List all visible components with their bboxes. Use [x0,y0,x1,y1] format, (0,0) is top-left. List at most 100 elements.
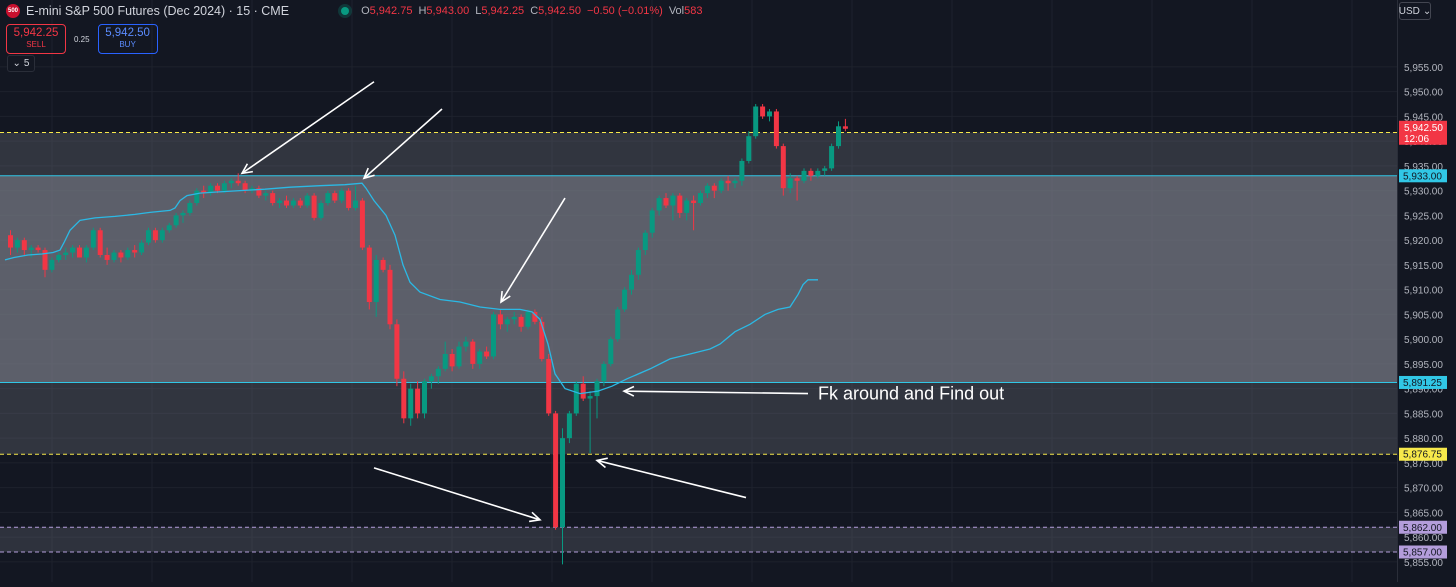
candle[interactable] [642,230,648,255]
candle[interactable] [111,250,117,263]
candle[interactable] [90,227,96,251]
candle[interactable] [394,319,400,387]
candle[interactable] [463,336,469,352]
candle[interactable] [511,311,517,325]
candle[interactable] [670,193,676,221]
buy-button[interactable]: 5,942.50 BUY [97,24,158,54]
candle[interactable] [601,361,607,387]
candle[interactable] [270,190,276,206]
candle[interactable] [146,227,151,246]
candle[interactable] [70,245,76,258]
candle[interactable] [139,240,145,255]
candle[interactable] [35,245,41,253]
candle[interactable] [456,341,462,369]
candle[interactable] [442,341,448,372]
candle[interactable] [767,108,772,122]
candle[interactable] [484,346,490,359]
candle[interactable] [663,193,669,208]
candle[interactable] [428,373,434,389]
candle[interactable] [97,227,103,258]
candle[interactable] [760,104,766,119]
candle[interactable] [242,180,248,194]
candle[interactable] [166,222,172,233]
candle[interactable] [104,247,110,265]
candle[interactable] [201,185,207,199]
candle[interactable] [573,381,579,416]
candle[interactable] [311,193,317,221]
candle[interactable] [208,183,214,196]
candle[interactable] [228,178,234,189]
candle[interactable] [49,257,55,273]
candle[interactable] [56,252,62,263]
candle[interactable] [187,200,193,216]
candle[interactable] [691,195,697,231]
candle[interactable] [353,185,358,211]
candle[interactable] [711,183,717,199]
candle[interactable] [518,314,524,332]
candle[interactable] [77,245,82,258]
candle[interactable] [773,108,779,149]
candle[interactable] [780,143,786,196]
annotation-arrow[interactable] [500,197,566,304]
candle[interactable] [615,306,621,342]
candle[interactable] [284,195,289,208]
candle[interactable] [152,227,158,243]
candle[interactable] [594,378,600,419]
candle[interactable] [325,190,331,206]
candle[interactable] [132,245,138,258]
candle[interactable] [491,311,496,359]
candle[interactable] [8,230,13,255]
candle[interactable] [415,381,421,419]
candle[interactable] [497,309,503,330]
candle[interactable] [256,185,262,199]
candle[interactable] [366,245,372,310]
candle[interactable] [42,247,48,278]
candle[interactable] [304,193,310,208]
candle[interactable] [677,193,683,218]
candle[interactable] [332,190,338,204]
candle[interactable] [180,210,186,223]
candle[interactable] [63,247,69,260]
candle[interactable] [718,178,724,194]
candle[interactable] [801,168,807,184]
candle[interactable] [373,255,379,317]
candle[interactable] [408,383,414,426]
candle[interactable] [449,349,455,372]
candle[interactable] [684,198,690,221]
candle[interactable] [635,247,641,280]
indicators-collapse-button[interactable]: ⌄ 5 [7,55,35,72]
candle[interactable] [235,173,241,186]
candle[interactable] [546,354,552,416]
candle[interactable] [753,104,759,139]
candle[interactable] [746,131,752,164]
candle[interactable] [553,410,559,530]
candle[interactable] [359,198,365,251]
candle[interactable] [532,309,538,325]
candle[interactable] [263,190,269,201]
candle[interactable] [380,257,386,273]
candle[interactable] [704,183,710,199]
candle[interactable] [477,349,483,369]
candle[interactable] [422,378,427,419]
annotation-arrow[interactable] [595,457,747,499]
candle[interactable] [725,175,731,191]
annotation-arrow[interactable] [373,467,542,523]
annotation-arrow[interactable] [240,81,375,175]
candle[interactable] [822,165,828,176]
candle[interactable] [560,428,565,565]
candle[interactable] [842,118,848,132]
candle[interactable] [401,371,407,424]
candle[interactable] [118,250,124,263]
candle[interactable] [277,198,283,208]
candle[interactable] [346,188,352,211]
candle[interactable] [21,237,27,255]
candle[interactable] [290,198,296,208]
candle[interactable] [587,391,593,453]
candle[interactable] [83,245,89,263]
candle[interactable] [387,264,393,330]
candle[interactable] [656,195,662,216]
candle[interactable] [836,121,841,149]
candle[interactable] [622,287,628,312]
candle[interactable] [629,269,634,295]
